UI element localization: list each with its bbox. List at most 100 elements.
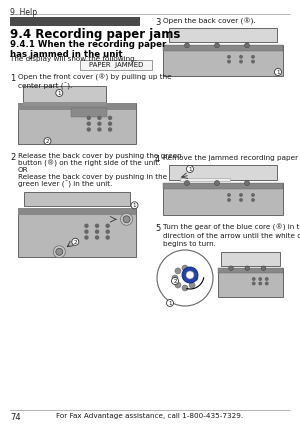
Circle shape — [96, 224, 99, 227]
Circle shape — [175, 268, 181, 274]
Circle shape — [85, 224, 88, 227]
FancyBboxPatch shape — [23, 86, 106, 102]
Text: button (®) on the right side of the unit.: button (®) on the right side of the unit… — [18, 160, 160, 167]
Bar — [163, 45, 283, 51]
Circle shape — [189, 268, 195, 274]
FancyBboxPatch shape — [18, 103, 136, 144]
Circle shape — [252, 56, 254, 58]
Circle shape — [167, 300, 173, 306]
Circle shape — [259, 278, 262, 280]
Bar — [180, 178, 230, 181]
Circle shape — [259, 282, 262, 285]
Text: Open the back cover (®).: Open the back cover (®). — [163, 18, 256, 25]
Bar — [71, 108, 106, 117]
Bar — [80, 60, 152, 70]
Text: 1: 1 — [188, 167, 192, 172]
Circle shape — [85, 230, 88, 233]
Circle shape — [192, 275, 198, 281]
Circle shape — [266, 282, 268, 285]
Circle shape — [182, 265, 188, 271]
Circle shape — [228, 199, 230, 201]
Text: 1: 1 — [168, 301, 172, 306]
Circle shape — [109, 116, 112, 119]
Text: 1: 1 — [276, 70, 280, 75]
Circle shape — [245, 266, 250, 270]
Circle shape — [244, 181, 250, 185]
Circle shape — [252, 60, 254, 63]
Text: 74: 74 — [10, 413, 21, 422]
Circle shape — [131, 202, 138, 209]
Circle shape — [182, 267, 198, 283]
Circle shape — [56, 248, 63, 255]
Circle shape — [187, 165, 194, 173]
Text: 9. Help: 9. Help — [10, 8, 37, 17]
FancyBboxPatch shape — [169, 28, 277, 42]
Circle shape — [53, 246, 65, 258]
Text: For Fax Advantage assistance, call 1-800-435-7329.: For Fax Advantage assistance, call 1-800… — [56, 413, 244, 419]
Circle shape — [106, 230, 109, 233]
FancyBboxPatch shape — [169, 165, 277, 180]
Circle shape — [266, 278, 268, 280]
Circle shape — [96, 230, 99, 233]
Bar — [18, 103, 136, 110]
Text: Release the back cover by pushing the green: Release the back cover by pushing the gr… — [18, 153, 181, 159]
Circle shape — [56, 89, 63, 96]
Circle shape — [228, 56, 230, 58]
FancyBboxPatch shape — [24, 192, 130, 206]
Circle shape — [214, 43, 219, 48]
Text: Open the front cover (®) by pulling up the
center part (¯).: Open the front cover (®) by pulling up t… — [18, 74, 172, 90]
Text: 2: 2 — [46, 139, 49, 144]
Text: 2: 2 — [74, 240, 77, 245]
Bar — [218, 268, 283, 273]
Text: 2: 2 — [173, 279, 177, 284]
Circle shape — [214, 181, 220, 185]
Circle shape — [109, 128, 112, 131]
Text: 1: 1 — [133, 203, 136, 208]
Circle shape — [96, 236, 99, 239]
Circle shape — [72, 238, 79, 245]
Circle shape — [98, 116, 101, 119]
Circle shape — [240, 199, 242, 201]
Circle shape — [87, 128, 90, 131]
Text: 3: 3 — [155, 18, 160, 27]
Circle shape — [186, 271, 194, 279]
Circle shape — [253, 282, 255, 285]
Text: 4: 4 — [155, 155, 160, 164]
Circle shape — [184, 181, 190, 185]
Circle shape — [252, 194, 254, 196]
Text: 5: 5 — [155, 224, 160, 233]
Text: 2: 2 — [10, 153, 15, 162]
Circle shape — [252, 199, 254, 201]
Circle shape — [121, 213, 133, 225]
Circle shape — [240, 56, 242, 58]
Circle shape — [175, 282, 181, 288]
FancyBboxPatch shape — [221, 252, 280, 266]
Circle shape — [182, 285, 188, 291]
Circle shape — [229, 266, 233, 270]
Circle shape — [44, 138, 51, 145]
Text: Remove the jammed recording paper (®).: Remove the jammed recording paper (®). — [163, 155, 300, 162]
Bar — [10, 17, 140, 26]
Circle shape — [189, 282, 195, 288]
Text: OR: OR — [18, 167, 28, 173]
Circle shape — [172, 275, 178, 281]
Circle shape — [98, 122, 101, 125]
Circle shape — [123, 216, 130, 223]
Text: The display will show the following.: The display will show the following. — [10, 56, 137, 62]
FancyBboxPatch shape — [218, 268, 283, 297]
Circle shape — [244, 43, 249, 48]
Circle shape — [106, 224, 109, 227]
Bar — [18, 208, 136, 215]
Bar — [163, 182, 283, 189]
Circle shape — [87, 122, 90, 125]
Circle shape — [157, 250, 213, 306]
Text: 1: 1 — [10, 74, 15, 83]
Circle shape — [98, 128, 101, 131]
FancyBboxPatch shape — [163, 45, 283, 76]
FancyBboxPatch shape — [18, 208, 136, 257]
Circle shape — [274, 68, 281, 76]
Bar — [23, 102, 106, 106]
Circle shape — [85, 236, 88, 239]
Circle shape — [87, 116, 90, 119]
Circle shape — [253, 278, 255, 280]
